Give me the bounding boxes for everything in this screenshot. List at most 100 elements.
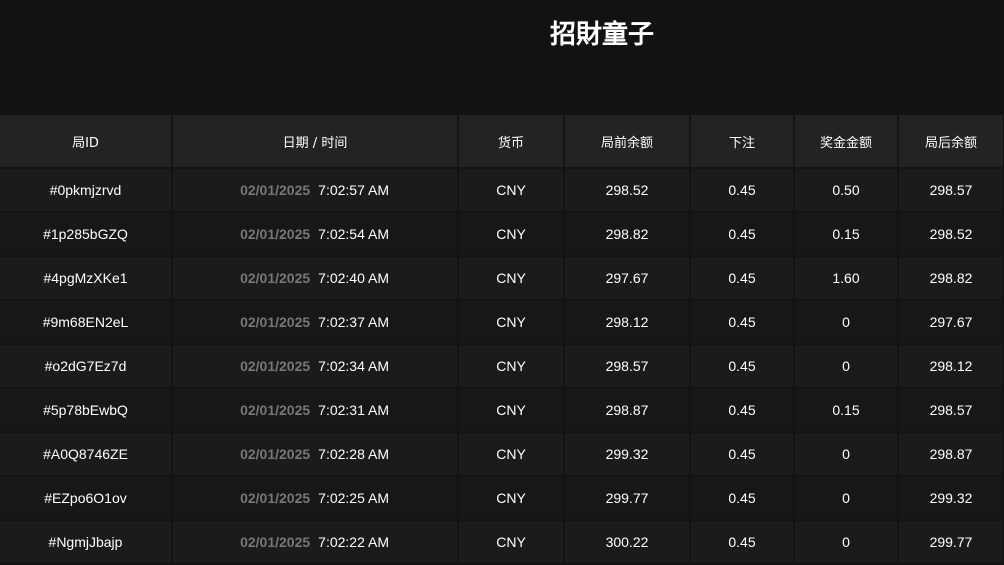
- history-table: 局ID 日期 / 时间 货币 局前余额 下注 奖金金额 局后余额 #0pkmjz…: [0, 115, 1004, 565]
- win-amount: 0: [794, 300, 899, 345]
- balance-after: 298.12: [898, 344, 1004, 389]
- round-id: #5p78bEwbQ: [0, 388, 173, 433]
- date: 02/01/2025: [240, 490, 311, 506]
- table-row[interactable]: #9m68EN2eL 02/01/2025 7:02:37 AM CNY 298.12 0…: [0, 300, 1004, 345]
- table-row[interactable]: #0pkmjzrvd 02/01/2025 7:02:57 AM CNY 298.52 0…: [0, 168, 1004, 213]
- table-row[interactable]: #4pgMzXKe1 02/01/2025 7:02:40 AM CNY 297.67 0…: [0, 256, 1004, 301]
- datetime-cell: 02/01/2025 7:02:31 AM: [172, 388, 459, 433]
- bet: 0.45: [690, 344, 795, 389]
- datetime-cell: 02/01/2025 7:02:57 AM: [172, 168, 459, 213]
- date: 02/01/2025: [240, 270, 311, 286]
- time: 7:02:25 AM: [318, 490, 389, 506]
- round-id: #0pkmjzrvd: [0, 168, 173, 213]
- datetime-cell: 02/01/2025 7:02:25 AM: [172, 476, 459, 521]
- column-header-datetime: 日期 / 时间: [172, 115, 459, 169]
- currency: CNY: [458, 520, 565, 565]
- column-header-round-id: 局ID: [0, 115, 173, 169]
- balance-before: 298.52: [564, 168, 691, 213]
- column-header-balance-before: 局前余额: [564, 115, 691, 169]
- table-row[interactable]: #NgmjJbajp 02/01/2025 7:02:22 AM CNY 300.22 0…: [0, 520, 1004, 565]
- column-header-currency: 货币: [458, 115, 565, 169]
- win-amount: 0.15: [794, 212, 899, 257]
- date: 02/01/2025: [240, 534, 311, 550]
- time: 7:02:40 AM: [318, 270, 389, 286]
- table-row[interactable]: #o2dG7Ez7d 02/01/2025 7:02:34 AM CNY 298.57 0…: [0, 344, 1004, 389]
- balance-after: 299.32: [898, 476, 1004, 521]
- round-id: #4pgMzXKe1: [0, 256, 173, 301]
- balance-after: 299.77: [898, 520, 1004, 565]
- balance-after: 298.52: [898, 212, 1004, 257]
- currency: CNY: [458, 212, 565, 257]
- date: 02/01/2025: [240, 182, 311, 198]
- bet: 0.45: [690, 520, 795, 565]
- time: 7:02:34 AM: [318, 358, 389, 374]
- column-header-balance-after: 局后余额: [898, 115, 1004, 169]
- round-id: #1p285bGZQ: [0, 212, 173, 257]
- date: 02/01/2025: [240, 446, 311, 462]
- win-amount: 0.50: [794, 168, 899, 213]
- time: 7:02:37 AM: [318, 314, 389, 330]
- balance-before: 298.82: [564, 212, 691, 257]
- balance-before: 299.32: [564, 432, 691, 477]
- win-amount: 0: [794, 476, 899, 521]
- currency: CNY: [458, 432, 565, 477]
- table-row[interactable]: #5p78bEwbQ 02/01/2025 7:02:31 AM CNY 298.87 0…: [0, 388, 1004, 433]
- balance-before: 298.87: [564, 388, 691, 433]
- round-id: #o2dG7Ez7d: [0, 344, 173, 389]
- bet: 0.45: [690, 388, 795, 433]
- currency: CNY: [458, 344, 565, 389]
- table-row[interactable]: #EZpo6O1ov 02/01/2025 7:02:25 AM CNY 299.77 0…: [0, 476, 1004, 521]
- date: 02/01/2025: [240, 402, 311, 418]
- page-title: 招財童子: [549, 20, 654, 50]
- time: 7:02:22 AM: [318, 534, 389, 550]
- round-id: #NgmjJbajp: [0, 520, 173, 565]
- balance-after: 298.87: [898, 432, 1004, 477]
- datetime-cell: 02/01/2025 7:02:37 AM: [172, 300, 459, 345]
- datetime-cell: 02/01/2025 7:02:22 AM: [172, 520, 459, 565]
- balance-after: 298.57: [898, 388, 1004, 433]
- win-amount: 1.60: [794, 256, 899, 301]
- datetime-cell: 02/01/2025 7:02:34 AM: [172, 344, 459, 389]
- datetime-cell: 02/01/2025 7:02:28 AM: [172, 432, 459, 477]
- round-id: #9m68EN2eL: [0, 300, 173, 345]
- column-header-bet: 下注: [690, 115, 795, 169]
- time: 7:02:28 AM: [318, 446, 389, 462]
- date: 02/01/2025: [240, 226, 311, 242]
- column-header-win: 奖金金额: [794, 115, 899, 169]
- bet: 0.45: [690, 432, 795, 477]
- bet: 0.45: [690, 256, 795, 301]
- bet: 0.45: [690, 300, 795, 345]
- currency: CNY: [458, 168, 565, 213]
- datetime-cell: 02/01/2025 7:02:54 AM: [172, 212, 459, 257]
- currency: CNY: [458, 476, 565, 521]
- currency: CNY: [458, 388, 565, 433]
- balance-before: 297.67: [564, 256, 691, 301]
- round-id: #A0Q8746ZE: [0, 432, 173, 477]
- datetime-cell: 02/01/2025 7:02:40 AM: [172, 256, 459, 301]
- date: 02/01/2025: [240, 358, 311, 374]
- time: 7:02:57 AM: [318, 182, 389, 198]
- currency: CNY: [458, 256, 565, 301]
- table-row[interactable]: #1p285bGZQ 02/01/2025 7:02:54 AM CNY 298.82 0…: [0, 212, 1004, 257]
- balance-before: 299.77: [564, 476, 691, 521]
- balance-after: 297.67: [898, 300, 1004, 345]
- table-header-row: 局ID 日期 / 时间 货币 局前余额 下注 奖金金额 局后余额: [0, 115, 1004, 169]
- balance-before: 298.12: [564, 300, 691, 345]
- win-amount: 0: [794, 520, 899, 565]
- win-amount: 0.15: [794, 388, 899, 433]
- bet: 0.45: [690, 212, 795, 257]
- balance-before: 300.22: [564, 520, 691, 565]
- currency: CNY: [458, 300, 565, 345]
- balance-after: 298.82: [898, 256, 1004, 301]
- table-row[interactable]: #A0Q8746ZE 02/01/2025 7:02:28 AM CNY 299.32 0…: [0, 432, 1004, 477]
- header: 招財童子: [0, 0, 1004, 115]
- bet: 0.45: [690, 476, 795, 521]
- balance-after: 298.57: [898, 168, 1004, 213]
- time: 7:02:54 AM: [318, 226, 389, 242]
- round-id: #EZpo6O1ov: [0, 476, 173, 521]
- win-amount: 0: [794, 344, 899, 389]
- date: 02/01/2025: [240, 314, 311, 330]
- time: 7:02:31 AM: [318, 402, 389, 418]
- win-amount: 0: [794, 432, 899, 477]
- balance-before: 298.57: [564, 344, 691, 389]
